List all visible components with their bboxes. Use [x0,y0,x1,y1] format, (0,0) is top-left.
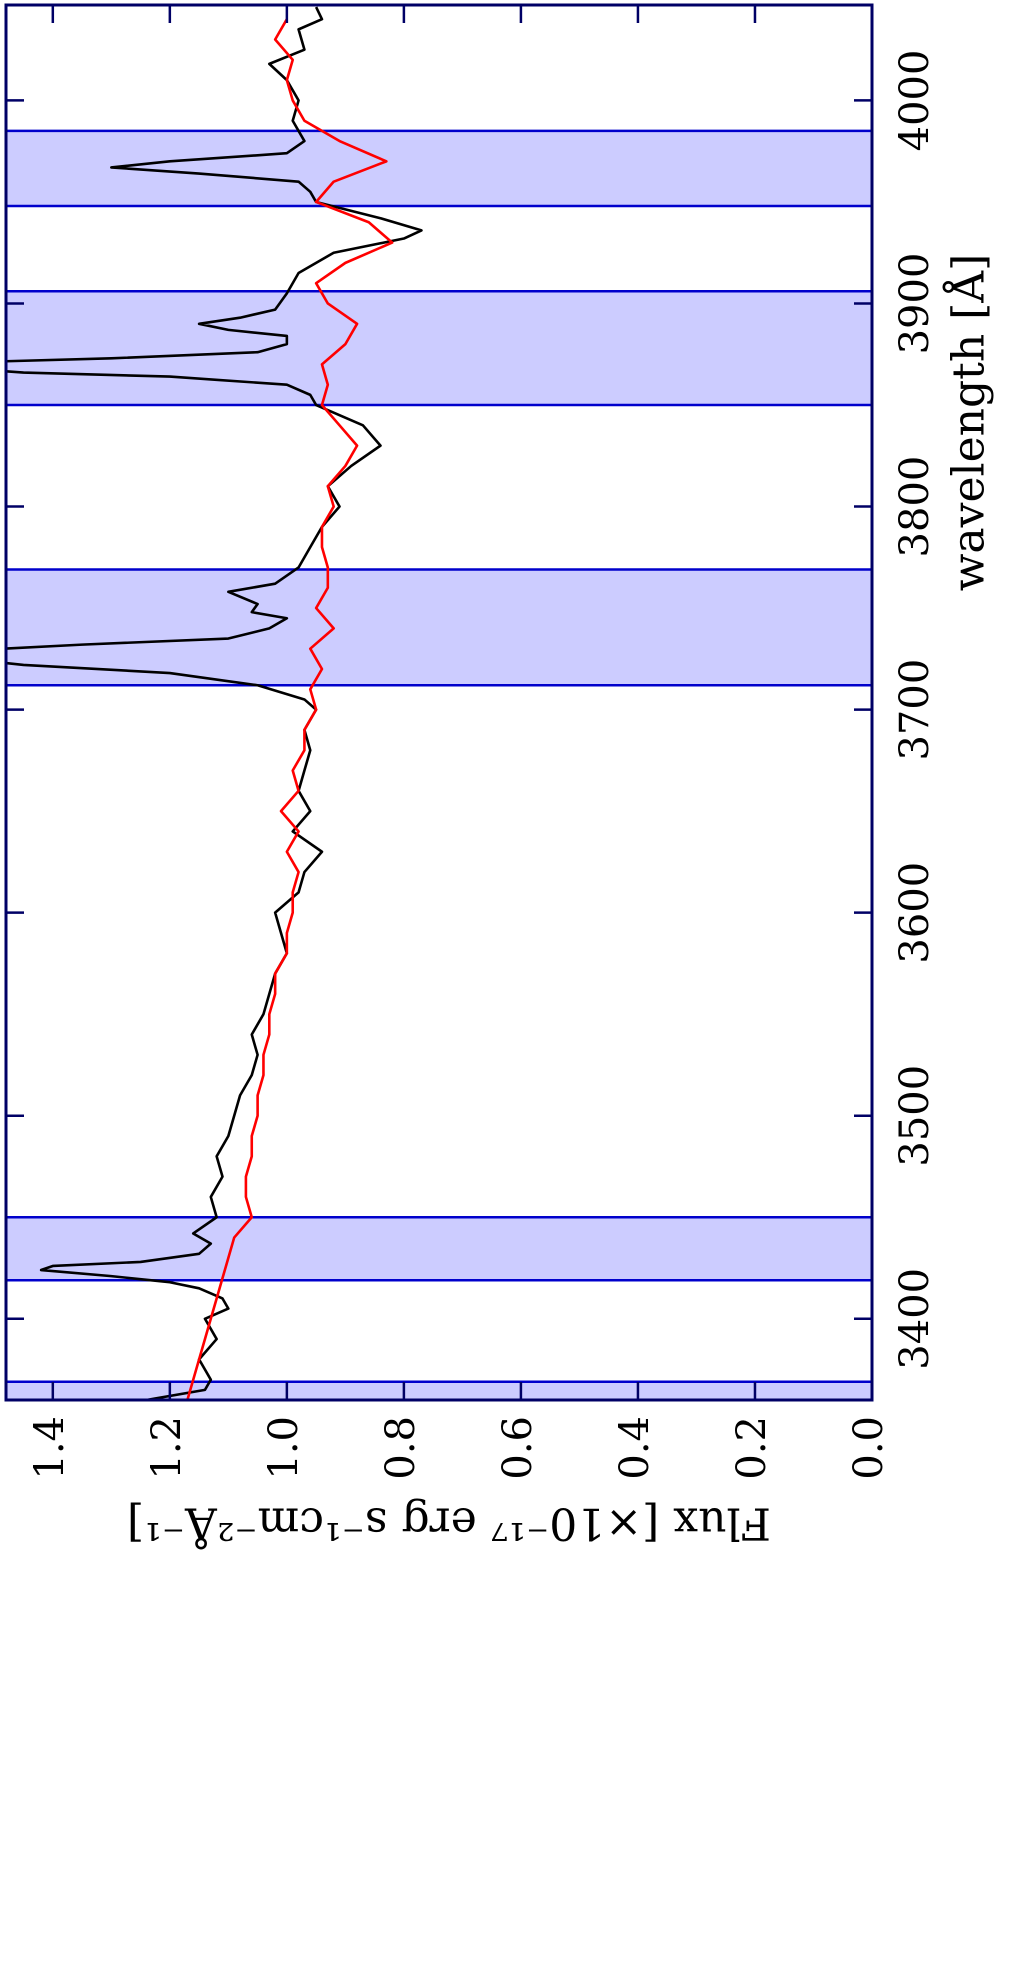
shaded-region [6,291,872,406]
x-tick-label: 4000 [892,50,938,152]
y-tick-label: 1.2 [144,1416,190,1480]
shaded-region [6,569,872,686]
y-tick-label: 0.4 [612,1416,658,1480]
y-tick-label: 0.0 [846,1416,892,1480]
shaded-region [6,130,872,207]
plot-background [6,5,872,1400]
y-tick-label: 0.6 [495,1416,541,1480]
y-tick-label: 0.2 [729,1416,775,1480]
x-tick-label: 3800 [892,456,938,558]
x-tick-label: 3500 [892,1065,938,1167]
y-tick-label: 1.0 [261,1416,307,1480]
plot-frame [4,3,874,1402]
series-line [186,18,394,1400]
shaded-region [6,1217,872,1281]
x-tick-label: 3700 [892,659,938,761]
series-line [6,6,423,1400]
x-axis-label: wavelength [Å] [942,254,995,592]
x-tick-label: 3400 [892,1268,938,1370]
x-tick-label: 3900 [892,253,938,355]
shaded-region [6,1381,872,1400]
x-tick-label: 3600 [892,862,938,964]
y-axis-label: Flux [×10⁻¹⁷ erg s⁻¹cm⁻²Å⁻¹] [127,1498,771,1551]
rotated-plot: 3400 3500 3600 3700 3800 3900 4000 0.0 0.2 0.4 0.6… [4,3,995,1551]
y-tick-label: 1.4 [27,1416,73,1480]
y-tick-label: 0.8 [378,1416,424,1480]
